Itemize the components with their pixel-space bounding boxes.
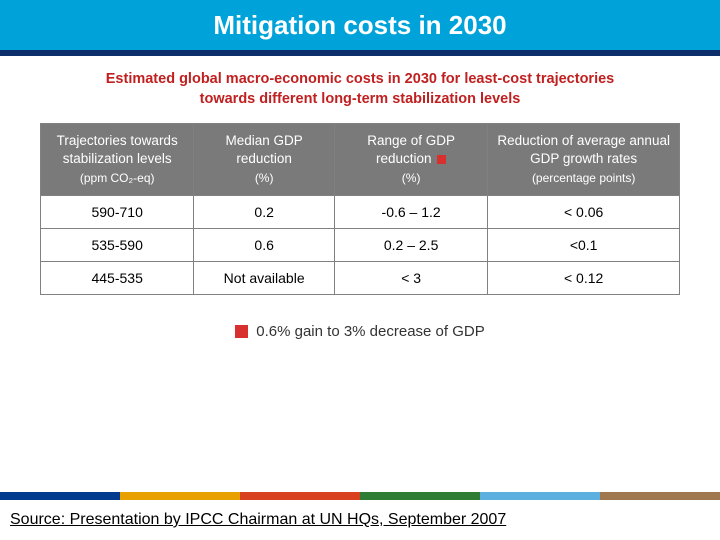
source-band: Source: Presentation by IPCC Chairman at… (0, 500, 720, 540)
table-cell: < 0.06 (488, 195, 680, 228)
table-row: 590-7100.2-0.6 – 1.2< 0.06 (41, 195, 680, 228)
stripe-segment (0, 492, 120, 500)
subtitle-line-2: towards different long-term stabilizatio… (200, 91, 521, 107)
table-cell: 0.2 (194, 195, 335, 228)
table-cell: 0.2 – 2.5 (334, 228, 487, 261)
page-title: Mitigation costs in 2030 (213, 10, 506, 41)
table-row: 535-5900.60.2 – 2.5<0.1 (41, 228, 680, 261)
table-cell: 445-535 (41, 261, 194, 294)
table-cell: 590-710 (41, 195, 194, 228)
table-header-3: Reduction of average annual GDP growth r… (488, 124, 680, 196)
stripe-segment (360, 492, 480, 500)
content-area: Estimated global macro-economic costs in… (0, 56, 720, 340)
table-cell: 535-590 (41, 228, 194, 261)
subtitle: Estimated global macro-economic costs in… (40, 70, 680, 109)
subtitle-line-1: Estimated global macro-economic costs in… (106, 71, 614, 87)
table-cell: < 3 (334, 261, 487, 294)
legend: 0.6% gain to 3% decrease of GDP (40, 323, 680, 340)
stripe-segment (120, 492, 240, 500)
table-body: 590-7100.2-0.6 – 1.2< 0.06535-5900.60.2 … (41, 195, 680, 294)
table-header-1: Median GDP reduction(%) (194, 124, 335, 196)
stripe-segment (240, 492, 360, 500)
table-cell: 0.6 (194, 228, 335, 261)
stripe-segment (600, 492, 720, 500)
table-cell: -0.6 – 1.2 (334, 195, 487, 228)
legend-text: 0.6% gain to 3% decrease of GDP (256, 323, 484, 340)
table-head: Trajectories towards stabilization level… (41, 124, 680, 196)
header-row: Trajectories towards stabilization level… (41, 124, 680, 196)
table-header-0: Trajectories towards stabilization level… (41, 124, 194, 196)
costs-table: Trajectories towards stabilization level… (40, 123, 680, 295)
table-row: 445-535Not available< 3< 0.12 (41, 261, 680, 294)
table-cell: < 0.12 (488, 261, 680, 294)
bottom-color-stripe (0, 492, 720, 500)
table-header-2: Range of GDP reduction (%) (334, 124, 487, 196)
legend-swatch-icon (235, 325, 248, 338)
table-cell: <0.1 (488, 228, 680, 261)
title-band: Mitigation costs in 2030 (0, 0, 720, 50)
stripe-segment (480, 492, 600, 500)
source-text: Source: Presentation by IPCC Chairman at… (10, 511, 506, 529)
table-cell: Not available (194, 261, 335, 294)
marker-icon (437, 155, 446, 164)
